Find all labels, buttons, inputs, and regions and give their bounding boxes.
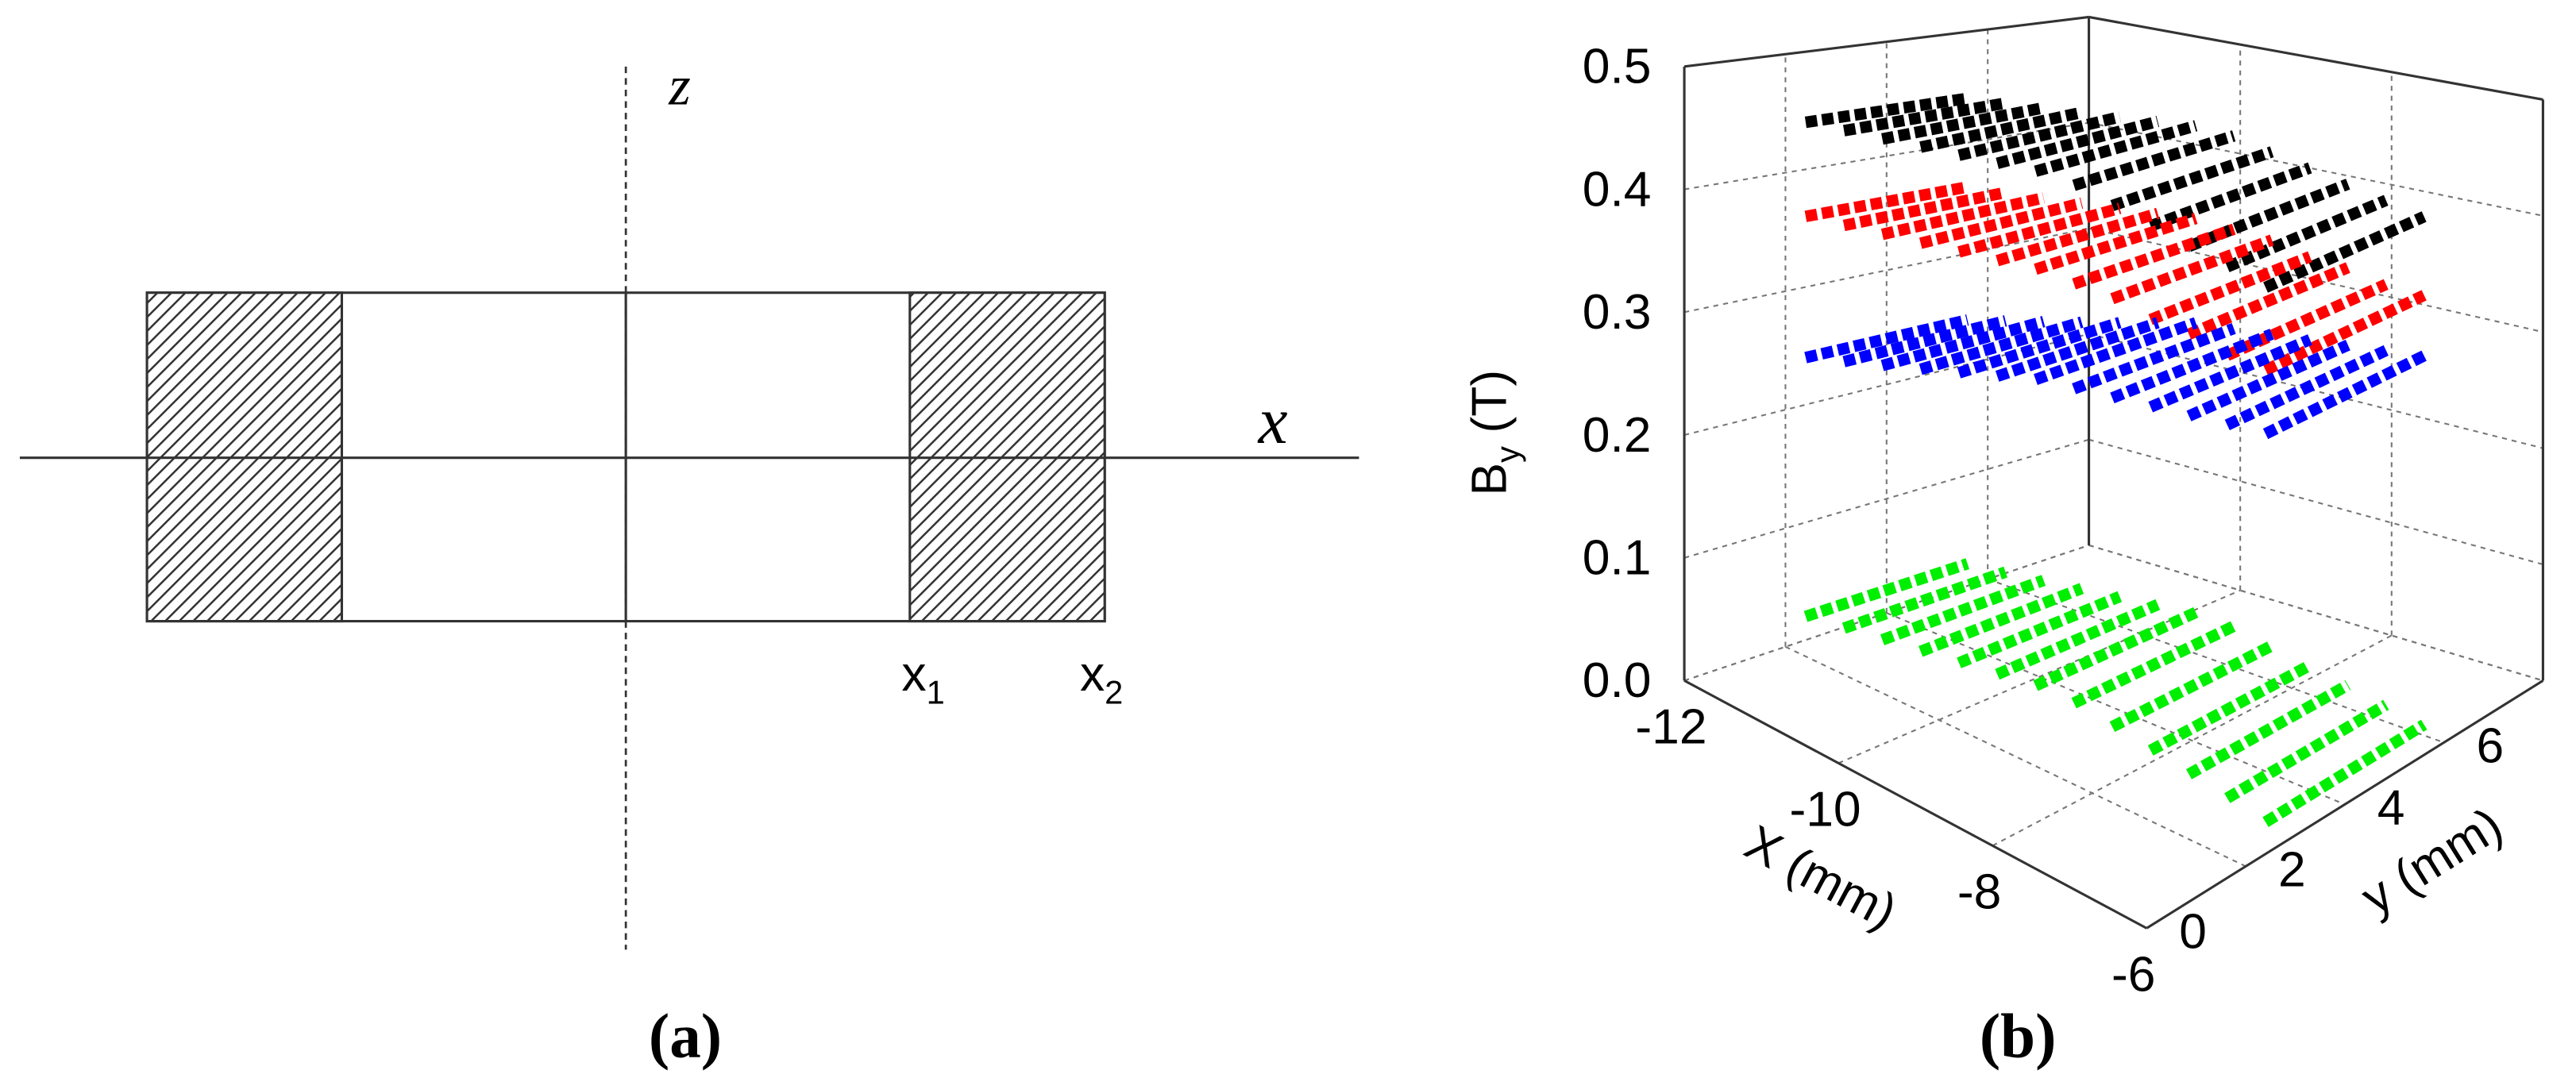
data-point bbox=[1880, 192, 2046, 241]
data-point bbox=[2263, 211, 2427, 293]
x-tick-label: -8 bbox=[1957, 864, 2001, 919]
x-tick-label: -12 bbox=[1635, 699, 1706, 754]
data-point bbox=[1842, 97, 2007, 137]
grid-line bbox=[2088, 121, 2543, 217]
data-point bbox=[2110, 234, 2274, 305]
y-tick-label: 2 bbox=[2278, 842, 2306, 897]
data-point bbox=[2034, 120, 2198, 177]
panel-a: z x x1 x2 (a) bbox=[19, 56, 1359, 1072]
data-point bbox=[1880, 316, 2046, 371]
data-point bbox=[2186, 262, 2350, 340]
data-point bbox=[2147, 660, 2313, 756]
z-tick-label: 0.4 bbox=[1583, 162, 1652, 217]
z-tick-label: 0.5 bbox=[1583, 40, 1652, 94]
data-point bbox=[1996, 115, 2160, 169]
data-point bbox=[1919, 197, 2084, 249]
data-point bbox=[2110, 329, 2274, 404]
data-point bbox=[1919, 583, 2084, 657]
data-point bbox=[1995, 317, 2160, 382]
grid-line bbox=[1987, 578, 2444, 744]
data-point bbox=[2224, 345, 2389, 430]
data-point bbox=[2033, 606, 2199, 691]
data-point bbox=[2186, 179, 2350, 252]
data-point bbox=[2224, 194, 2389, 272]
grid-line bbox=[1683, 544, 2089, 682]
x1-label: x1 bbox=[901, 647, 944, 711]
data-point bbox=[1804, 92, 1969, 129]
box-edge bbox=[2088, 15, 2543, 101]
data-point bbox=[1880, 575, 2046, 645]
box-edge bbox=[1683, 679, 2148, 930]
y-tick-label: 6 bbox=[2477, 718, 2505, 773]
data-point bbox=[1957, 202, 2122, 258]
data-point bbox=[1957, 317, 2122, 379]
data-point bbox=[2148, 162, 2312, 232]
data-point bbox=[1804, 181, 1969, 222]
data-point bbox=[2072, 322, 2236, 395]
x-label: x bbox=[1257, 384, 1288, 457]
data-point bbox=[2148, 251, 2312, 325]
x-tick-label: -10 bbox=[1789, 782, 1861, 837]
data-point bbox=[2224, 279, 2389, 361]
grid-line bbox=[1683, 121, 2089, 191]
grid-line bbox=[1886, 612, 2346, 806]
data-point bbox=[2034, 213, 2198, 275]
data-point bbox=[1996, 207, 2160, 267]
y-tick-label: 4 bbox=[2377, 780, 2405, 835]
y-tick-label: 0 bbox=[2179, 904, 2207, 959]
data-point bbox=[2262, 350, 2427, 440]
box-edge bbox=[2146, 679, 2544, 930]
grid-line bbox=[2088, 438, 2543, 566]
data-point bbox=[2262, 290, 2427, 375]
caption-b: (b) bbox=[1980, 1003, 2057, 1072]
box-edge bbox=[1683, 15, 2089, 68]
z-tick-label: 0.0 bbox=[1583, 653, 1652, 708]
data-point bbox=[2109, 640, 2275, 733]
x2-label: x2 bbox=[1080, 647, 1123, 711]
grid-line bbox=[2088, 333, 2543, 449]
data-point bbox=[2186, 340, 2350, 422]
data-point bbox=[2185, 679, 2351, 780]
data-point bbox=[2148, 334, 2312, 413]
x-tick-label: -6 bbox=[2111, 947, 2155, 1002]
grid-line bbox=[1683, 227, 2089, 314]
data-point bbox=[2072, 130, 2236, 191]
z-axis-label: By(T) bbox=[1462, 370, 1526, 496]
data-point bbox=[1804, 314, 1969, 364]
data-point bbox=[1842, 187, 2007, 232]
z-tick-label: 0.2 bbox=[1583, 408, 1652, 463]
y-axis-label: y (mm) bbox=[2352, 798, 2512, 926]
data-point bbox=[1842, 315, 2007, 368]
data-point bbox=[1919, 106, 2083, 153]
caption-a: (a) bbox=[649, 1003, 722, 1072]
data-point bbox=[1957, 111, 2122, 161]
grid-line bbox=[1683, 438, 2089, 559]
data-point bbox=[2034, 317, 2198, 385]
z-label: z bbox=[668, 56, 691, 117]
grid-line bbox=[2088, 227, 2543, 333]
data-point bbox=[1919, 316, 2084, 375]
panel-b: (b) By(T) X (mm) y (mm) 0.00.10.20.30.40… bbox=[1462, 15, 2576, 1072]
data-point bbox=[1995, 599, 2161, 680]
data-point bbox=[1803, 558, 1969, 622]
data-point bbox=[2110, 146, 2274, 211]
data-point bbox=[2071, 621, 2237, 709]
z-tick-label: 0.1 bbox=[1583, 530, 1652, 585]
data-point bbox=[1881, 102, 2045, 145]
grid-line bbox=[1838, 589, 2241, 764]
data-point bbox=[1841, 566, 2008, 634]
data-point bbox=[2262, 719, 2428, 827]
data-point bbox=[2072, 223, 2236, 290]
data-point bbox=[1957, 591, 2123, 668]
z-tick-label: 0.3 bbox=[1583, 285, 1652, 340]
data-point bbox=[2224, 699, 2389, 803]
